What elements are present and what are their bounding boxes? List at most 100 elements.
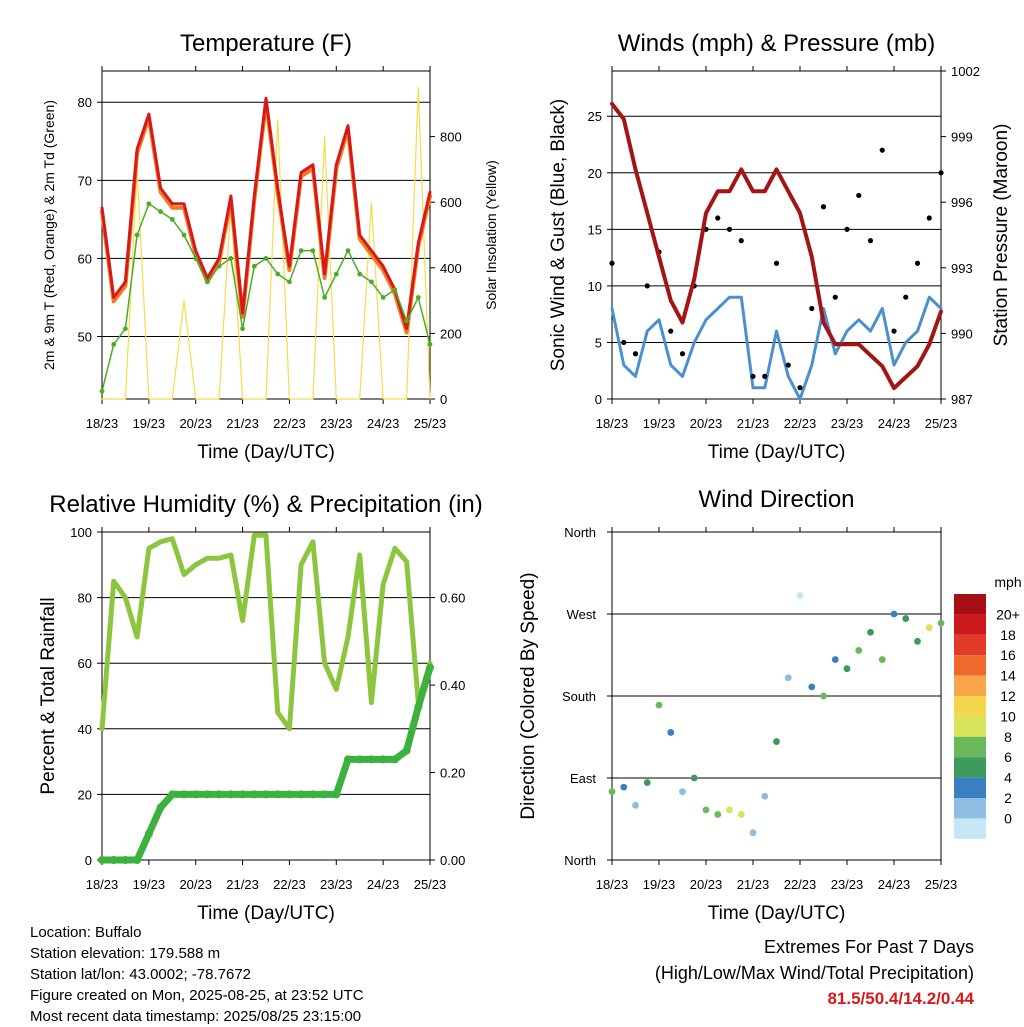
direction-point — [737, 811, 745, 818]
direction-point — [937, 619, 945, 627]
direction-point — [784, 674, 792, 682]
latlon-text: Station lat/lon: 43.0002; -78.7672 — [30, 966, 252, 983]
x-tick-label-3-1: 19/23 — [643, 877, 676, 892]
gust-point — [914, 260, 921, 266]
x-tick-label-1-2: 20/23 — [690, 416, 723, 431]
direction-point — [714, 811, 722, 818]
gust-point — [926, 215, 932, 221]
gust-point — [891, 328, 897, 334]
direction-point — [761, 792, 769, 800]
y-tick-label-3-0: North — [564, 853, 596, 868]
legend-label-9: 2 — [1004, 790, 1012, 806]
precip-point — [109, 856, 118, 864]
x-tick-label-2-5: 23/23 — [320, 877, 353, 892]
precip-point — [98, 856, 106, 864]
y2-tick-label-0-4: 800 — [440, 130, 462, 145]
y2-tick-label-2-0: 0.00 — [440, 853, 465, 868]
precip-point — [180, 790, 188, 799]
legend-swatch-1 — [954, 614, 986, 635]
legend-label-10: 0 — [1004, 810, 1012, 826]
direction-point — [820, 692, 827, 700]
y2-tick-label-1-4: 999 — [951, 130, 973, 145]
x-tick-label-3-6: 24/23 — [878, 877, 911, 892]
y-tick-label-0-2: 70 — [78, 173, 92, 188]
direction-point — [843, 665, 851, 673]
legend-swatch-11 — [954, 818, 986, 839]
station-info: Location: Buffalo Station elevation: 179… — [30, 922, 364, 1027]
precip-point — [250, 790, 259, 799]
precip-point — [367, 755, 376, 764]
precip-point — [238, 790, 247, 799]
precip-point — [285, 790, 294, 799]
legend-swatch-5 — [954, 696, 986, 717]
temp-2m-line — [100, 96, 432, 331]
y2-tick-label-2-3: 0.60 — [440, 591, 465, 606]
x-tick-label-0-3: 21/23 — [226, 416, 259, 431]
y-tick-label-1-1: 5 — [595, 335, 602, 350]
precip-point — [156, 803, 165, 812]
y-tick-label-1-5: 25 — [588, 109, 602, 124]
chart-title-1: Winds (mph) & Pressure (mb) — [618, 30, 935, 57]
location-text: Location: Buffalo — [30, 924, 142, 941]
y-tick-label-2-1: 20 — [78, 787, 92, 802]
gust-point — [738, 238, 744, 244]
y2-axis-label-1: Station Pressure (Maroon) — [991, 124, 1012, 347]
y2-tick-label-2-2: 0.40 — [440, 678, 465, 693]
legend-swatch-6 — [954, 716, 986, 737]
precip-point — [203, 790, 212, 799]
y2-tick-label-0-3: 600 — [440, 195, 462, 210]
gust-point — [644, 283, 650, 289]
x-tick-label-0-7: 25/23 — [414, 416, 447, 431]
y-tick-label-2-2: 40 — [78, 722, 92, 737]
precip-point — [262, 790, 270, 799]
legend-label-4: 12 — [1000, 688, 1016, 704]
chart-title-2: Relative Humidity (%) & Precipitation (i… — [49, 491, 482, 518]
gust-point — [668, 328, 674, 334]
precip-point — [320, 790, 329, 799]
direction-point — [808, 683, 816, 691]
gust-point — [621, 339, 627, 346]
y-tick-label-2-4: 80 — [78, 591, 92, 606]
gust-point — [809, 305, 815, 312]
x-tick-label-1-7: 25/23 — [925, 416, 958, 431]
x-axis-label-2: Time (Day/UTC) — [197, 903, 335, 924]
x-tick-label-2-2: 20/23 — [179, 877, 212, 892]
x-tick-label-0-2: 20/23 — [179, 416, 212, 431]
y2-tick-label-1-2: 993 — [951, 261, 973, 276]
legend-swatch-2 — [954, 634, 986, 656]
y-axis-label-2: Percent & Total Rainfall — [38, 597, 59, 794]
gust-point — [726, 226, 733, 232]
x-tick-label-0-6: 24/23 — [367, 416, 400, 431]
x-tick-label-0-1: 19/23 — [133, 416, 166, 431]
y-tick-label-0-3: 80 — [78, 95, 92, 110]
direction-point — [867, 628, 874, 636]
extremes-values: 81.5/50.4/14.2/0.44 — [827, 989, 974, 1008]
x-tick-label-2-4: 22/23 — [273, 877, 306, 892]
direction-point — [902, 615, 910, 622]
precip-point — [379, 755, 388, 764]
y2-tick-label-1-5: 1002 — [951, 64, 980, 79]
direction-point — [796, 592, 804, 600]
x-tick-label-0-5: 23/23 — [320, 416, 353, 431]
direction-point — [643, 779, 651, 786]
direction-point — [608, 788, 616, 796]
gust-point — [715, 215, 721, 221]
y-tick-label-1-4: 20 — [588, 166, 602, 181]
gust-point — [797, 385, 803, 391]
legend-label-6: 8 — [1004, 729, 1012, 745]
x-tick-label-1-3: 21/23 — [737, 416, 770, 431]
x-tick-label-3-4: 22/23 — [784, 877, 817, 892]
gust-point — [632, 351, 639, 357]
x-tick-label-2-0: 18/23 — [86, 877, 119, 892]
x-tick-label-3-0: 18/23 — [596, 877, 629, 892]
direction-point — [679, 788, 686, 796]
solar-line — [101, 86, 431, 400]
gust-point — [938, 170, 944, 176]
gust-point — [820, 204, 827, 210]
legend-label-8: 4 — [1004, 770, 1012, 786]
elevation-text: Station elevation: 179.588 m — [30, 945, 221, 962]
legend-swatch-8 — [954, 757, 986, 778]
y-tick-label-1-3: 15 — [588, 222, 602, 237]
y-tick-label-3-4: North — [564, 525, 596, 540]
